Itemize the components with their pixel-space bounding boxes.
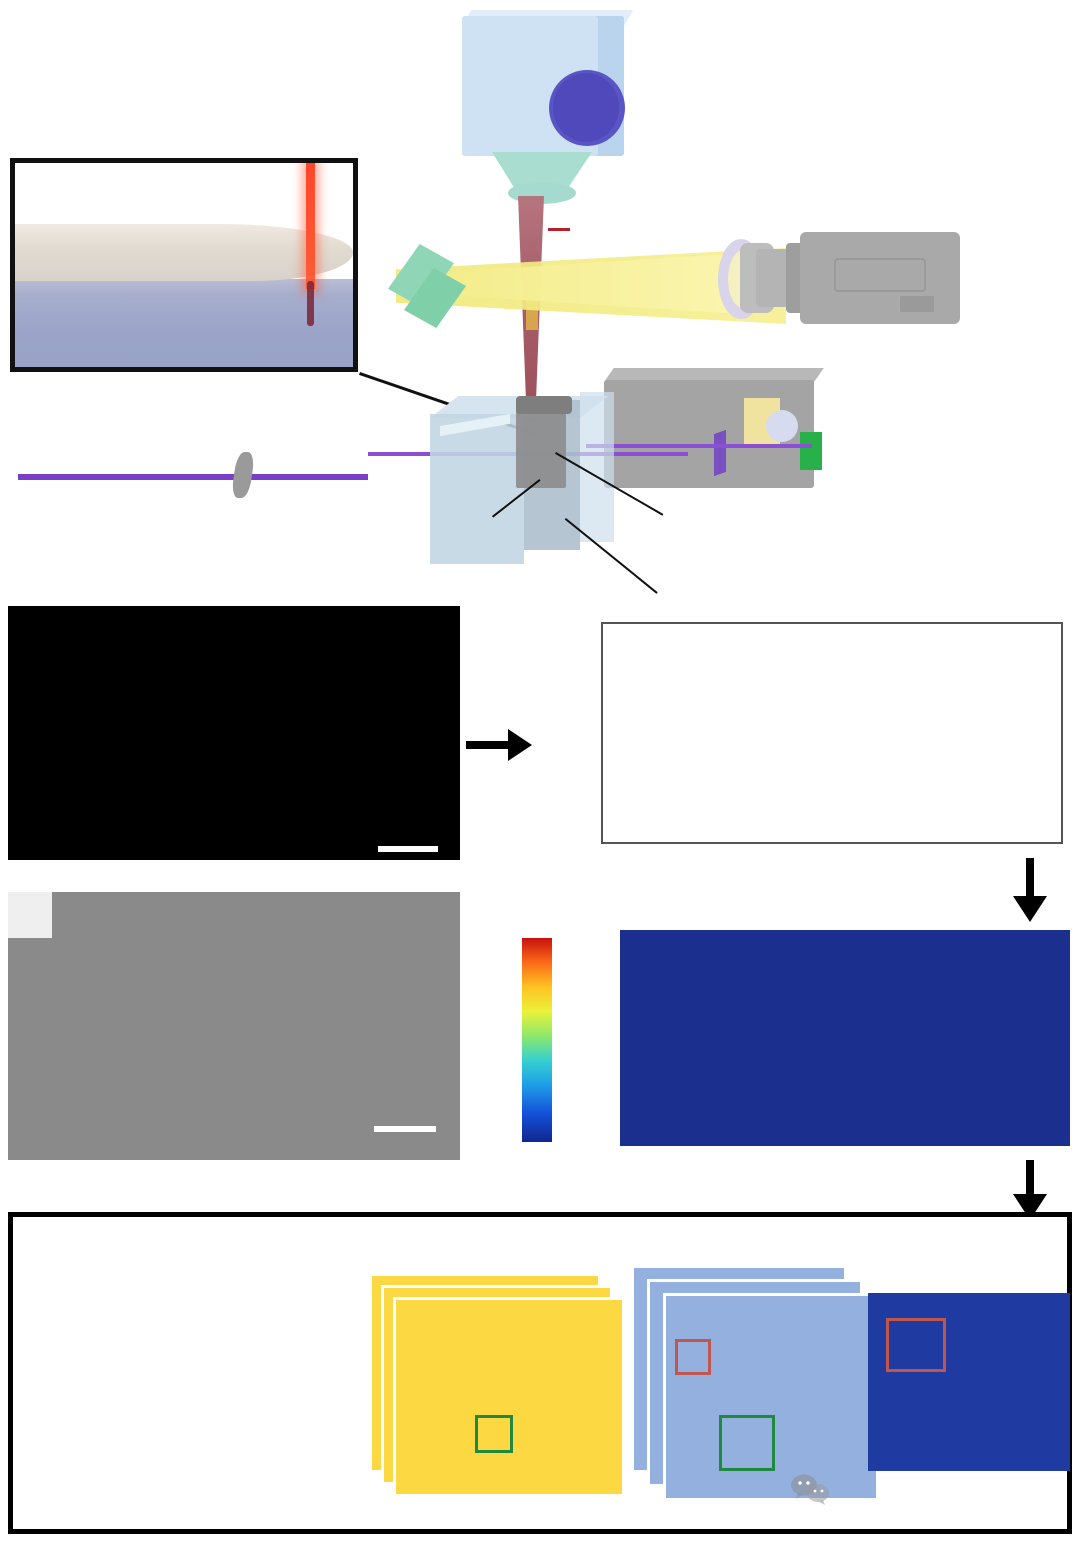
conv-kernel-green-box bbox=[719, 1415, 775, 1471]
panel-e-frequency-ticks bbox=[564, 930, 612, 1146]
panel-d-axis-label-y-wrap bbox=[535, 580, 575, 760]
conv-sheet-front bbox=[663, 1293, 879, 1501]
panel-d-plot-area bbox=[601, 622, 1063, 844]
arrow-e-to-f-shaft bbox=[1026, 1160, 1034, 1198]
conv-kernel-red-box bbox=[675, 1339, 711, 1375]
panel-d-x-axis bbox=[601, 848, 1063, 884]
panel-c-optical-image bbox=[8, 892, 460, 1160]
xray-detector-sensor bbox=[800, 432, 822, 470]
pooling-sheet-front bbox=[393, 1297, 625, 1497]
panel-c-scalebar bbox=[374, 1126, 436, 1132]
powder-bed-top bbox=[516, 396, 572, 414]
arrow-d-to-e-head bbox=[1013, 896, 1047, 922]
build-block-right bbox=[580, 392, 614, 542]
powder-bed-cross-section-inset bbox=[10, 158, 358, 372]
xray-beam-plate bbox=[714, 429, 726, 477]
panel-e-colorbar-ticks bbox=[452, 938, 514, 1142]
undulator-aperture-plate bbox=[230, 452, 256, 498]
panel-a-experimental-setup bbox=[0, 0, 1080, 600]
panel-b-thermal-image bbox=[8, 606, 460, 860]
xray-beam-line-out bbox=[586, 444, 812, 448]
xray-beam-line bbox=[18, 474, 368, 480]
xray-objective-lens bbox=[766, 410, 798, 442]
powder-bed-strip bbox=[516, 404, 566, 488]
glassy-carbon-face bbox=[430, 414, 524, 564]
panel-e-x-axis bbox=[620, 1150, 1070, 1186]
arrow-d-to-e-shaft bbox=[1026, 858, 1034, 900]
laser-beam-leader bbox=[548, 228, 570, 231]
thermal-camera-port bbox=[900, 296, 934, 312]
arrow-b-to-d-shaft bbox=[466, 741, 510, 749]
panel-e-spectrogram bbox=[620, 930, 1070, 1146]
thermal-camera-panel bbox=[834, 258, 926, 292]
laser-scanner-lens-inner bbox=[553, 73, 619, 142]
panel-b-scalebar bbox=[378, 846, 438, 852]
panel-e-colorbar bbox=[522, 938, 552, 1142]
pooling-kernel-green-box bbox=[475, 1415, 513, 1453]
input-image-spectrogram bbox=[868, 1293, 1070, 1471]
wechat-icon bbox=[791, 1474, 829, 1505]
panel-c-letter-backing bbox=[8, 892, 52, 938]
input-image-red-box bbox=[886, 1318, 946, 1372]
arrow-b-to-d-head bbox=[508, 729, 532, 761]
